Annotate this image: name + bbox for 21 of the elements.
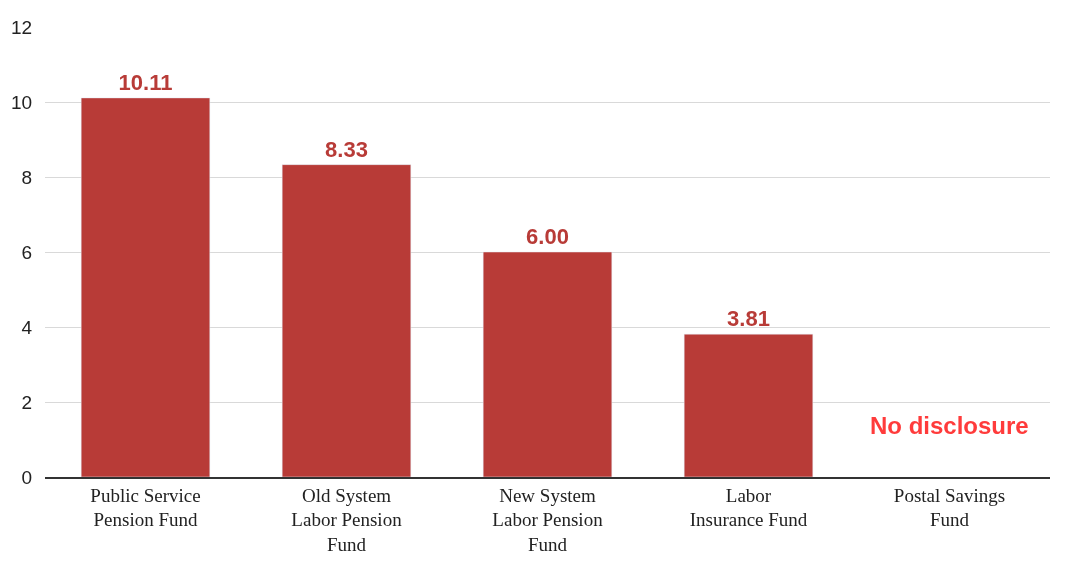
data-label: 3.81 [727, 306, 770, 332]
y-tick-label: 10 [11, 91, 33, 113]
bar [482, 251, 613, 477]
y-tick-label: 0 [21, 466, 33, 488]
x-tick-label: Public Service Pension Fund [90, 484, 201, 531]
y-tick-label: 4 [21, 316, 33, 338]
x-tick-label: Postal Savings Fund [893, 484, 1006, 531]
annotation: No disclosure [870, 412, 1029, 439]
data-label: 8.33 [325, 136, 368, 162]
data-label: 10.11 [118, 69, 173, 95]
x-tick-label: Old System Labor Pension Fund [291, 484, 403, 555]
bar [281, 164, 412, 477]
bar [80, 97, 211, 477]
x-tick-label: New System Labor Pension Fund [492, 484, 604, 555]
y-tick-label: 12 [11, 16, 33, 38]
y-tick-label: 8 [21, 166, 33, 188]
data-label: 6.00 [526, 224, 569, 249]
bar [683, 333, 814, 477]
y-tick-label: 2 [21, 391, 33, 413]
y-tick-label: 6 [21, 241, 33, 263]
x-tick-label: Labor Insurance Fund [689, 484, 808, 531]
